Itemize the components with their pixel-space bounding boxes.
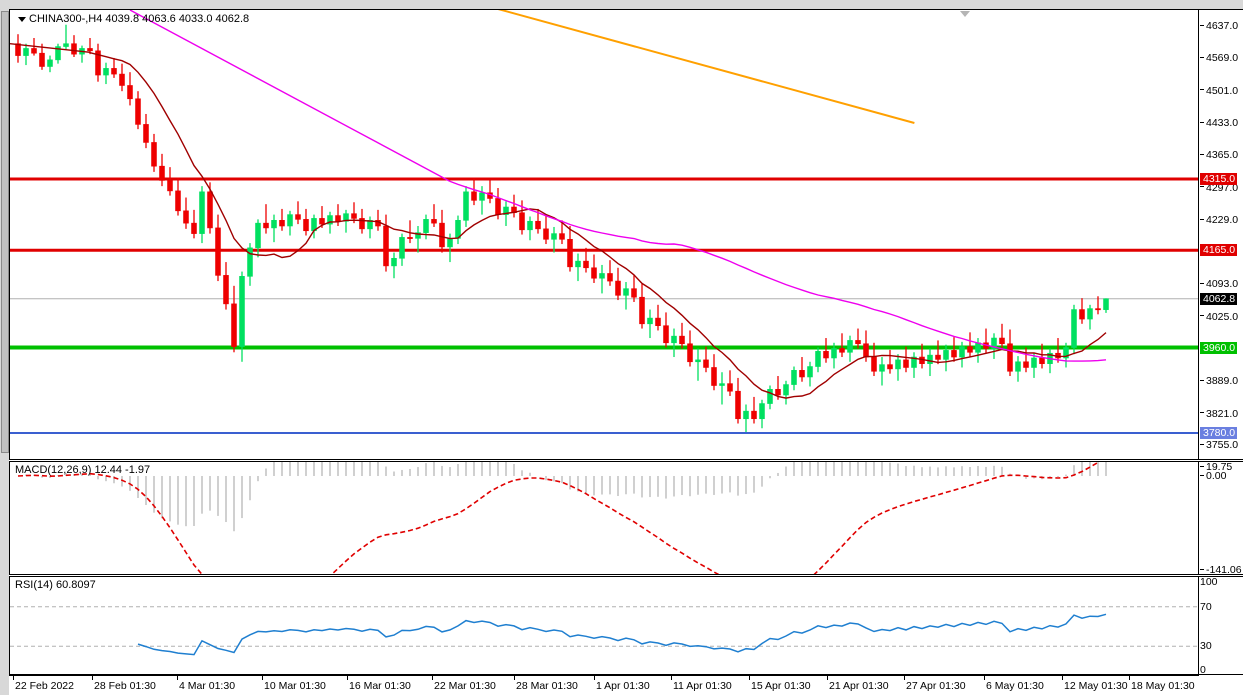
rsi-tick: 70: [1200, 600, 1212, 613]
time-tick-mark: [671, 676, 672, 680]
time-tick-label: 1 Apr 01:30: [596, 680, 650, 692]
axis-corner: [1199, 675, 1243, 695]
macd-tick: -141.06: [1199, 565, 1242, 575]
price-tick: 4093.0: [1199, 279, 1238, 290]
time-tick-mark: [262, 676, 263, 680]
time-tick-label: 15 Apr 01:30: [751, 680, 811, 692]
time-tick-mark: [904, 676, 905, 680]
time-tick-mark: [984, 676, 985, 680]
time-tick-mark: [594, 676, 595, 680]
time-tick-label: 28 Feb 01:30: [94, 680, 156, 692]
chevron-down-icon[interactable]: [18, 16, 26, 22]
time-tick-label: 12 May 01:30: [1064, 680, 1128, 692]
macd-tick: 19.75: [1199, 462, 1232, 472]
time-tick-mark: [347, 676, 348, 680]
time-tick-label: 4 Mar 01:30: [179, 680, 236, 692]
macd-plot-area[interactable]: [10, 462, 1198, 574]
time-tick-mark: [827, 676, 828, 680]
time-tick-label: 21 Apr 01:30: [829, 680, 889, 692]
time-tick-mark: [92, 676, 93, 680]
time-tick-mark: [514, 676, 515, 680]
time-tick-mark: [1129, 676, 1130, 680]
price-tick: 4365.0: [1199, 150, 1238, 161]
time-tick-label: 16 Mar 01:30: [349, 680, 411, 692]
price-level-badge[interactable]: 3780.0: [1200, 426, 1238, 439]
macd-tick: 0.00: [1199, 471, 1226, 481]
price-tick: 4229.0: [1199, 215, 1238, 225]
price-tick: 3889.0: [1199, 376, 1238, 386]
price-tick: 4297.0: [1199, 182, 1238, 193]
price-level-badge[interactable]: 3960.0: [1200, 341, 1238, 354]
price-tick: 4637.0: [1199, 21, 1238, 31]
chart-top-marker-icon: [960, 11, 970, 17]
time-tick-mark: [432, 676, 433, 680]
time-tick-label: 6 May 01:30: [986, 680, 1044, 692]
price-tick: 3755.0: [1199, 440, 1238, 450]
time-axis[interactable]: 22 Feb 2022 28 Feb 01:30 4 Mar 01:30 10 Mar…: [9, 675, 1199, 695]
price-scale[interactable]: 4637.0 4569.0 4501.0 4433.0 4365.0 4297.0 4229…: [1199, 9, 1243, 460]
macd-label: MACD(12,26,9) 12.44 -1.97: [15, 464, 151, 476]
time-tick-label: 10 Mar 01:30: [264, 680, 326, 692]
rsi-tick: 100: [1200, 576, 1218, 588]
price-tick: 4569.0: [1199, 53, 1238, 64]
time-tick-mark: [13, 676, 14, 680]
price-tick: 4025.0: [1199, 311, 1238, 322]
time-tick-label: 18 May 01:30: [1131, 680, 1195, 692]
time-tick-label: 22 Feb 2022: [15, 680, 74, 692]
macd-scale: 19.75 0.00 -141.06: [1199, 461, 1243, 575]
rsi-tick: 30: [1200, 640, 1212, 653]
price-pane[interactable]: CHINA300-,H4 4039.8 4063.6 4033.0 4062.8: [9, 9, 1199, 460]
price-tick: 4501.0: [1199, 85, 1238, 96]
rsi-scale: 100 70 30 0: [1199, 576, 1243, 675]
symbol-header-text: CHINA300-,H4 4039.8 4063.6 4033.0 4062.8: [29, 13, 250, 25]
price-tick: 3821.0: [1199, 408, 1238, 419]
time-tick-mark: [749, 676, 750, 680]
price-level-badge[interactable]: 4062.8: [1200, 292, 1238, 305]
time-tick-label: 28 Mar 01:30: [516, 680, 578, 692]
chart-frame: CHINA300-,H4 4039.8 4063.6 4033.0 4062.8…: [9, 9, 1243, 695]
scrollbar-thumb[interactable]: [1, 11, 9, 453]
macd-pane[interactable]: MACD(12,26,9) 12.44 -1.97: [9, 461, 1199, 575]
price-level-badge[interactable]: 4315.0: [1200, 173, 1238, 185]
price-plot-area[interactable]: [10, 10, 1198, 459]
time-tick-label: 27 Apr 01:30: [906, 680, 966, 692]
rsi-pane[interactable]: RSI(14) 60.8097: [9, 576, 1199, 675]
rsi-plot-area[interactable]: [10, 577, 1198, 674]
symbol-header[interactable]: CHINA300-,H4 4039.8 4063.6 4033.0 4062.8: [18, 13, 249, 25]
rsi-tick: 0: [1200, 664, 1206, 676]
time-tick-label: 11 Apr 01:30: [673, 680, 732, 692]
rsi-label: RSI(14) 60.8097: [15, 579, 96, 591]
price-tick: 4433.0: [1199, 118, 1238, 128]
time-tick-mark: [177, 676, 178, 680]
time-tick-mark: [1062, 676, 1063, 680]
time-tick-label: 22 Mar 01:30: [434, 680, 496, 692]
price-level-badge[interactable]: 4165.0: [1200, 244, 1238, 257]
